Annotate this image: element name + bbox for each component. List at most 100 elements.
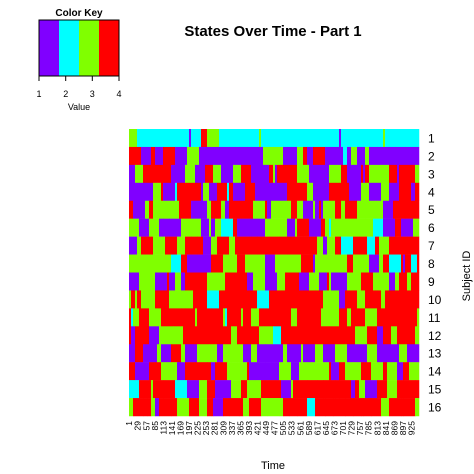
heatmap-cell	[369, 182, 382, 201]
heatmap-cell	[321, 200, 324, 219]
heatmap-cell	[151, 398, 156, 417]
heatmap-cell	[403, 362, 410, 381]
heatmap-cell	[159, 146, 164, 166]
heatmap-cell	[181, 146, 188, 166]
heatmap-cell	[413, 236, 420, 255]
column-tick-label: 225	[193, 421, 203, 435]
heatmap-cell	[259, 326, 264, 345]
heatmap-cell	[313, 182, 326, 201]
heatmap-cell	[389, 164, 398, 184]
heatmap-cell	[189, 218, 202, 237]
heatmap-cell	[267, 164, 270, 184]
heatmap-cell	[161, 362, 166, 381]
heatmap-cell	[249, 326, 254, 345]
heatmap-cell	[415, 164, 420, 184]
heatmap-cell	[305, 344, 310, 363]
heatmap-cell	[389, 308, 394, 327]
heatmap-cell	[197, 290, 208, 309]
heatmap-cell	[215, 380, 220, 399]
heatmap-cell	[315, 398, 326, 417]
heatmap-cell	[223, 254, 234, 273]
heatmap-cell	[383, 254, 390, 273]
heatmap-cell	[369, 164, 382, 184]
heatmap-cell	[195, 362, 208, 381]
heatmap-cell	[187, 254, 200, 273]
heatmap-cell	[277, 218, 288, 237]
heatmap-cell	[393, 308, 400, 327]
column-tick-label: 757	[355, 421, 365, 435]
heatmap-cell	[231, 272, 234, 291]
heatmap-cell	[397, 362, 404, 381]
heatmap-cell	[335, 236, 342, 255]
heatmap-cell	[305, 200, 308, 219]
heatmap-cell	[213, 164, 222, 184]
heatmap-cell	[395, 272, 400, 291]
heatmap-cell	[291, 146, 298, 166]
heatmap-cell	[335, 182, 340, 201]
heatmap-cell	[153, 182, 158, 201]
heatmap-cell	[407, 129, 414, 148]
heatmap-cell	[155, 146, 160, 166]
heatmap-cell	[317, 129, 328, 148]
heatmap-cell	[329, 254, 342, 273]
heatmap-cell	[257, 344, 266, 363]
heatmap-cell	[163, 182, 176, 201]
heatmap-cell	[259, 129, 262, 148]
heatmap-cell	[287, 344, 294, 363]
heatmap-cell	[169, 129, 176, 148]
heatmap-cell	[345, 398, 354, 417]
heatmap-cell	[135, 164, 144, 184]
heatmap-cell	[233, 164, 242, 184]
heatmap-cell	[337, 164, 342, 184]
heatmap-cell	[175, 129, 178, 148]
heatmap-cell	[207, 272, 218, 291]
heatmap-cell	[287, 182, 298, 201]
heatmap-cell	[241, 200, 254, 219]
heatmap-cell	[161, 182, 164, 201]
heatmap-cell	[231, 362, 238, 381]
heatmap-cell	[183, 326, 188, 345]
heatmap-cell	[287, 362, 292, 381]
heatmap-cell	[233, 182, 240, 201]
heatmap-cell	[133, 398, 144, 417]
heatmap-cell	[303, 146, 308, 166]
heatmap-cell	[377, 290, 382, 309]
heatmap-cell	[171, 164, 174, 184]
heatmap-cell	[391, 326, 398, 345]
row-label: 11	[428, 311, 441, 325]
heatmap-cell	[129, 272, 140, 291]
heatmap-cell	[405, 200, 414, 219]
heatmap-cell	[377, 380, 388, 399]
heatmap-cell	[403, 380, 416, 399]
heatmap-cell	[219, 129, 232, 148]
heatmap-cell	[155, 344, 158, 363]
heatmap-cell	[287, 236, 296, 255]
heatmap-cell	[377, 344, 386, 363]
heatmap-cell	[305, 326, 310, 345]
heatmap-cell	[255, 129, 260, 148]
heatmap-cell	[181, 308, 186, 327]
heatmap-cell	[231, 326, 234, 345]
heatmap-cell	[407, 272, 412, 291]
heatmap-cell	[353, 362, 362, 381]
heatmap-cell	[409, 326, 416, 345]
heatmap-cell	[285, 272, 296, 291]
heatmap-cell	[385, 129, 396, 148]
heatmap-cell	[251, 308, 260, 327]
heatmap-cell	[273, 164, 276, 184]
heatmap-cell	[313, 200, 316, 219]
column-tick-label: 449	[261, 421, 271, 435]
heatmap-cell	[131, 326, 136, 345]
heatmap-cell	[269, 236, 280, 255]
heatmap-cell	[245, 254, 256, 273]
chart-title: States Over Time - Part 1	[184, 23, 361, 40]
heatmap-cell	[323, 254, 326, 273]
heatmap-cell	[225, 200, 230, 219]
heatmap-cell	[247, 272, 254, 291]
heatmap-cell	[189, 398, 200, 417]
heatmap-cell	[209, 344, 218, 363]
heatmap-cell	[243, 344, 246, 363]
heatmap-cell	[385, 290, 396, 309]
heatmap-cell	[137, 290, 142, 309]
heatmap-cell	[199, 272, 208, 291]
